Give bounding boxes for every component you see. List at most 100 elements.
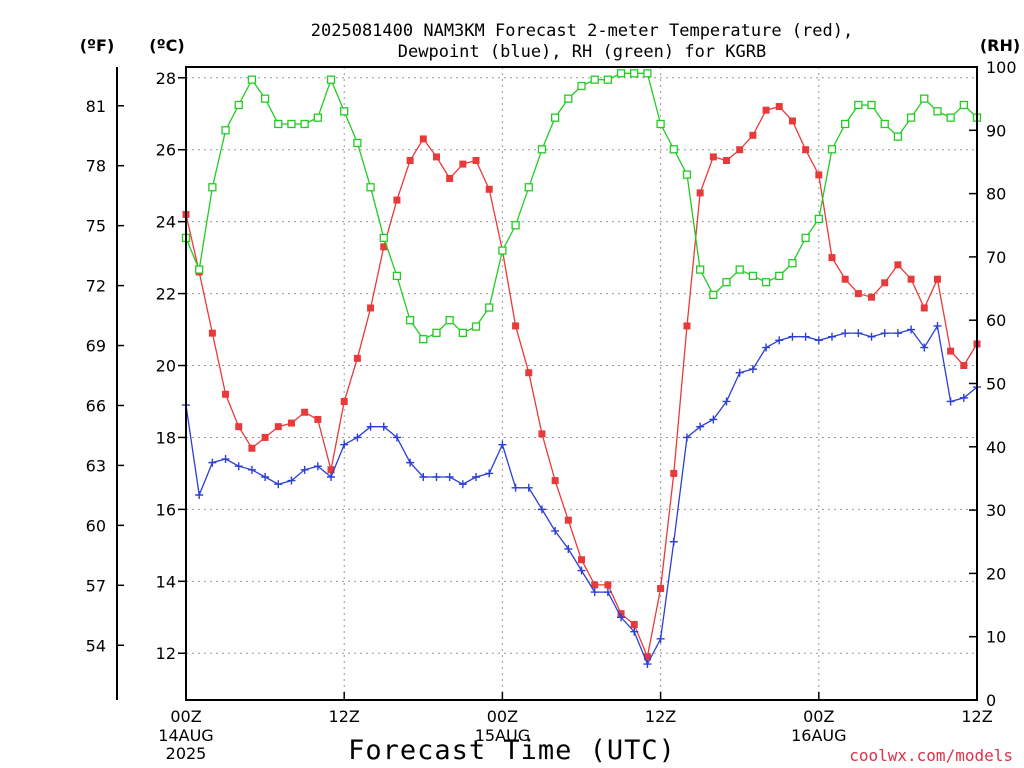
rh-point — [340, 107, 349, 116]
rh-point — [709, 290, 718, 300]
fahrenheit-tick-label: 72 — [86, 277, 106, 296]
temperature-point — [670, 469, 678, 477]
celsius-ticks: 12 14 16 18 20 22 24 26 28 — [156, 69, 186, 663]
dewpoint-point — [353, 433, 362, 442]
temperature-point — [208, 329, 216, 337]
temperature-point — [933, 275, 941, 283]
rh-point — [788, 259, 797, 268]
temperature-point — [380, 243, 388, 251]
dewpoint-point — [195, 490, 204, 499]
dewpoint-point — [274, 480, 283, 489]
dewpoint-point — [419, 473, 428, 482]
right-unit-rh: (RH) — [980, 36, 1020, 55]
temperature-point — [907, 275, 915, 283]
temperature-point — [630, 620, 638, 628]
rh-point — [392, 271, 402, 281]
left-unit-celsius: (ºC) — [149, 36, 184, 55]
series-layer — [181, 69, 982, 669]
temperature-point — [261, 433, 269, 441]
fahrenheit-tick-label: 81 — [86, 97, 106, 116]
temperature-point — [828, 254, 836, 262]
dewpoint-point — [801, 332, 810, 341]
rh-point — [669, 145, 678, 154]
time-tick-date: 15AUG — [475, 726, 530, 745]
temperature-point — [736, 146, 744, 154]
rh-point — [274, 119, 283, 129]
dewpoint-point — [959, 393, 968, 402]
dewpoint-point — [893, 329, 902, 338]
temperature-point — [604, 581, 612, 589]
time-tick-label: 12Z — [645, 707, 676, 726]
time-tick-date: 16AUG — [791, 726, 846, 745]
dewpoint-point — [920, 343, 929, 352]
rh-ticks: 0 10 20 30 40 50 60 70 80 90 100 — [969, 58, 1017, 710]
temperature-point — [841, 275, 849, 283]
temperature-point — [459, 160, 467, 168]
dewpoint-point — [340, 440, 349, 449]
time-tick-label: 00Z — [487, 707, 518, 726]
dewpoint-point — [682, 433, 691, 442]
temperature-point — [749, 131, 757, 139]
rh-point — [195, 265, 204, 274]
dewpoint-line — [185, 324, 978, 666]
dewpoint-point — [748, 365, 757, 374]
fahrenheit-ticks: 54 57 60 63 66 69 72 75 78 81 — [86, 97, 124, 655]
dewpoint-point — [577, 566, 586, 575]
rh-tick-label: 30 — [986, 501, 1006, 520]
rh-point — [880, 119, 889, 129]
fahrenheit-tick-label: 75 — [86, 217, 106, 236]
rh-point — [524, 183, 533, 192]
temperature-point — [920, 304, 928, 312]
dewpoint-point — [854, 329, 863, 338]
rh-tick-label: 20 — [986, 564, 1006, 583]
rh-point — [801, 233, 810, 243]
rh-point — [682, 170, 692, 179]
celsius-tick-label: 22 — [156, 285, 176, 304]
dewpoint-point — [208, 458, 217, 467]
temperature-point — [393, 196, 401, 204]
celsius-tick-label: 20 — [156, 357, 176, 376]
rh-point — [603, 75, 613, 84]
rh-point — [722, 278, 731, 287]
dewpoint-point — [880, 329, 889, 338]
temperature-point — [327, 466, 335, 474]
temperature-point — [802, 146, 810, 154]
temperature-point — [578, 556, 585, 564]
rh-point — [550, 113, 560, 122]
temperature-point — [762, 106, 770, 114]
temperature-point — [301, 408, 309, 416]
time-tick-label: 00Z — [170, 707, 201, 726]
dewpoint-point — [537, 505, 546, 514]
rh-point — [920, 94, 929, 103]
rh-point — [577, 81, 586, 91]
fahrenheit-tick-label: 54 — [86, 636, 106, 655]
rh-point — [761, 278, 771, 287]
temperature-point — [406, 157, 414, 165]
temperature-point — [657, 585, 665, 593]
rh-point — [933, 107, 942, 116]
rh-point — [656, 119, 665, 129]
dewpoint-point — [458, 480, 467, 489]
dewpoint-point — [814, 336, 823, 345]
celsius-tick-label: 14 — [156, 572, 176, 591]
celsius-tick-label: 12 — [156, 644, 176, 663]
rh-point — [906, 113, 916, 122]
temperature-point — [367, 304, 375, 312]
dewpoint-point — [379, 422, 388, 431]
rh-tick-label: 60 — [986, 311, 1006, 330]
dewpoint-point — [564, 544, 573, 553]
rh-point — [775, 271, 784, 281]
credit-link[interactable]: coolwx.com/models — [849, 746, 1013, 765]
rh-point — [353, 138, 362, 148]
fahrenheit-tick-label: 63 — [86, 456, 106, 475]
left-unit-fahrenheit: (ºF) — [80, 36, 115, 55]
rh-point — [735, 265, 744, 274]
temperature-point — [683, 322, 691, 330]
rh-point — [287, 119, 296, 129]
temperature-point — [472, 157, 480, 165]
temperature-point — [815, 171, 823, 179]
chart-title-line1: 2025081400 NAM3KM Forecast 2-meter Tempe… — [311, 21, 853, 41]
temperature-point — [314, 415, 322, 423]
dewpoint-point — [696, 422, 705, 431]
